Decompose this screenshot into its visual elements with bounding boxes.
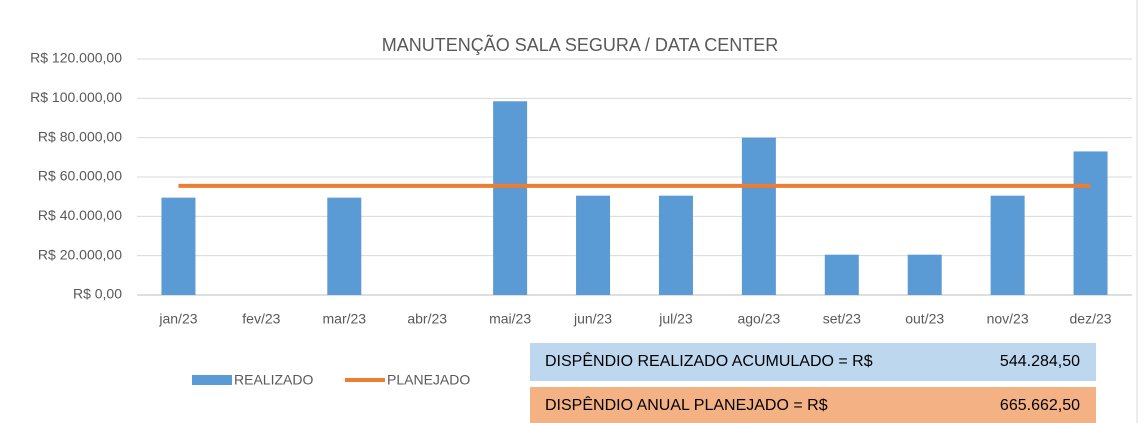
bar (576, 195, 611, 295)
summary-amount: 544.284,50 (1000, 353, 1080, 370)
bar (824, 254, 859, 295)
y-tick-label: R$ 80.000,00 (38, 128, 122, 144)
summary-label: DISPÊNDIO REALIZADO ACUMULADO = R$ (545, 351, 873, 370)
legend-swatch (192, 375, 232, 385)
bar (990, 195, 1025, 295)
x-tick-label: ago/23 (737, 311, 780, 327)
y-tick-label: R$ 120.000,00 (30, 50, 122, 66)
y-tick-label: R$ 60.000,00 (38, 168, 122, 184)
bar (907, 254, 942, 295)
bar (658, 195, 693, 295)
bar (327, 197, 362, 295)
x-tick-label: dez/23 (1070, 311, 1112, 327)
x-tick-label: mar/23 (323, 311, 367, 327)
x-tick-label: mai/23 (489, 311, 531, 327)
bar (161, 197, 196, 295)
bar (1073, 151, 1108, 295)
x-tick-label: set/23 (823, 311, 861, 327)
chart-title: MANUTENÇÃO SALA SEGURA / DATA CENTER (382, 34, 778, 55)
summary-box (530, 343, 1096, 381)
bar (741, 137, 776, 295)
summary-amount: 665.662,50 (1000, 397, 1080, 414)
summary-box (530, 387, 1096, 423)
y-tick-label: R$ 0,00 (73, 286, 122, 302)
x-tick-label: out/23 (905, 311, 944, 327)
x-tick-label: jun/23 (573, 311, 612, 327)
y-tick-label: R$ 100.000,00 (30, 89, 122, 105)
legend-label: PLANEJADO (387, 372, 470, 388)
legend-label: REALIZADO (234, 372, 313, 388)
summary-label: DISPÊNDIO ANUAL PLANEJADO = R$ (545, 395, 828, 414)
x-tick-label: nov/23 (987, 311, 1029, 327)
bar (493, 101, 528, 296)
x-tick-label: abr/23 (407, 311, 447, 327)
x-tick-label: jan/23 (158, 311, 197, 327)
y-tick-label: R$ 20.000,00 (38, 246, 122, 262)
x-tick-label: fev/23 (242, 311, 280, 327)
x-tick-label: jul/23 (658, 311, 693, 327)
y-tick-label: R$ 40.000,00 (38, 207, 122, 223)
